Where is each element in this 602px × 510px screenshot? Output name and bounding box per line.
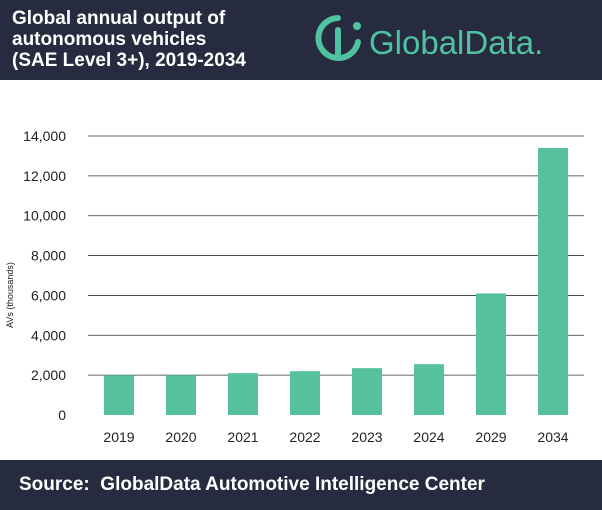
- title-line-2: autonomous vehicles: [12, 29, 207, 50]
- bar-2021: [228, 373, 258, 415]
- x-tick-label: 2021: [227, 429, 258, 445]
- y-tick-label: 2,000: [31, 367, 66, 383]
- y-tick-label: 10,000: [23, 208, 66, 224]
- title-line-1: Global annual output of: [12, 8, 226, 29]
- y-tick-label: 14,000: [23, 128, 66, 144]
- y-tick-label: 8,000: [31, 248, 66, 264]
- y-tick-label: 0: [58, 407, 66, 423]
- x-tick-label: 2029: [475, 429, 506, 445]
- bar-2023: [352, 368, 382, 415]
- bar-chart: 02,0004,0006,0008,00010,00012,00014,000 …: [5, 128, 584, 445]
- y-tick-label: 4,000: [31, 327, 66, 343]
- source-note: Source: GlobalData Automotive Intelligen…: [19, 474, 485, 495]
- globaldata-logo-icon: [315, 15, 361, 61]
- bar-2034: [538, 147, 568, 415]
- bar-2019: [104, 375, 134, 415]
- footer-banner: Source: GlobalData Automotive Intelligen…: [0, 460, 602, 510]
- x-tick-label: 2020: [165, 429, 196, 445]
- x-tick-label: 2019: [103, 429, 134, 445]
- x-tick-label: 2023: [351, 429, 382, 445]
- y-axis-label: AVs (thousands): [5, 262, 15, 328]
- x-tick-label: 2034: [537, 429, 568, 445]
- chart-title: Global annual output of autonomous vehic…: [12, 8, 312, 71]
- y-tick-label: 12,000: [23, 168, 66, 184]
- header-banner: Global annual output of autonomous vehic…: [0, 0, 602, 80]
- title-line-3: (SAE Level 3+), 2019-2034: [12, 50, 246, 71]
- bar-2020: [166, 375, 196, 415]
- x-tick-label: 2022: [289, 429, 320, 445]
- bar-2022: [290, 371, 320, 415]
- globaldata-logo: GlobalData.: [314, 12, 594, 68]
- bar-2029: [476, 293, 506, 415]
- x-tick-label: 2024: [413, 429, 444, 445]
- y-tick-label: 6,000: [31, 287, 66, 303]
- bar-2024: [414, 364, 444, 415]
- chart-area: 0 2,000 4,000 6,000 8,000 10,000 12,000 14,000 …: [0, 80, 602, 460]
- logo-text: GlobalData.: [369, 24, 544, 61]
